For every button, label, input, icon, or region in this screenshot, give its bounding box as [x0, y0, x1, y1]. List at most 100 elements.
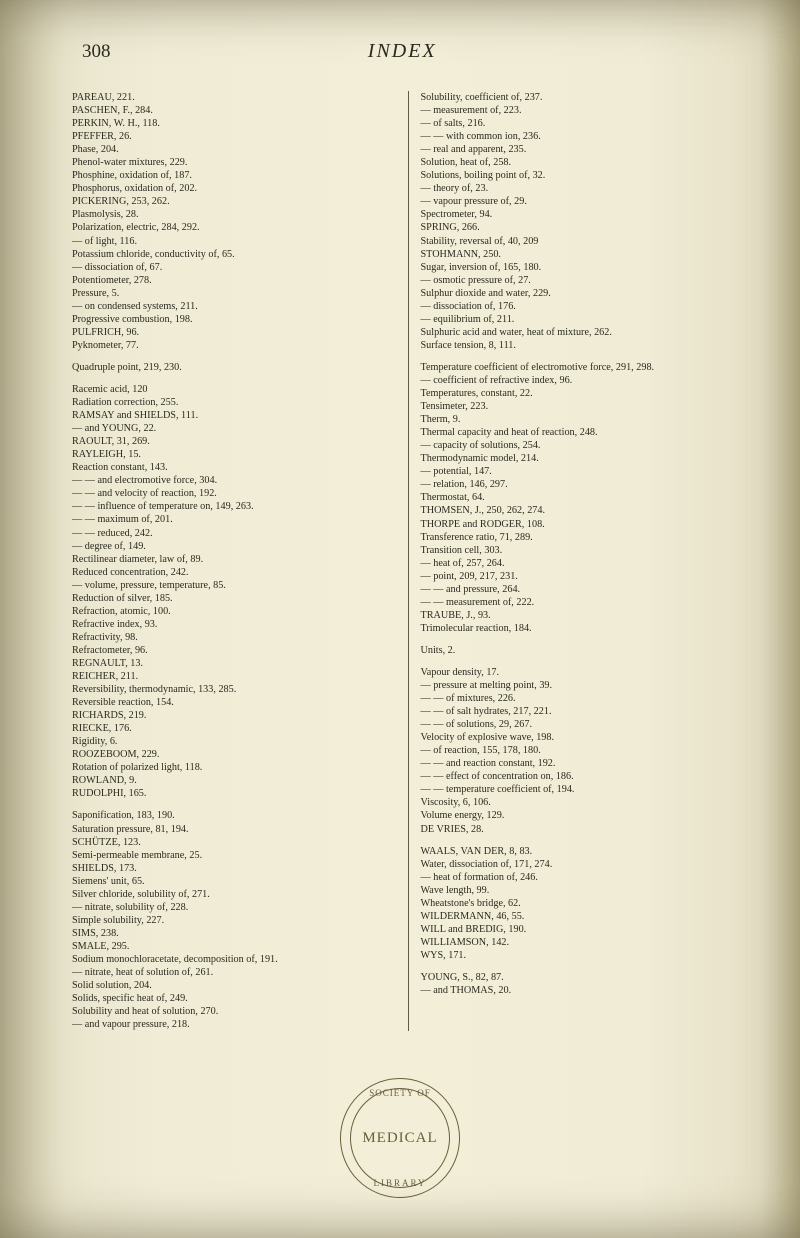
index-entry: Saponification, 183, 190. — [72, 809, 396, 822]
index-entry: REICHER, 211. — [72, 670, 396, 683]
index-entry: — — reduced, 242. — [72, 527, 396, 540]
index-entry: — — and velocity of reaction, 192. — [72, 487, 396, 500]
stamp-outer-ring — [340, 1078, 460, 1198]
index-entry: Tensimeter, 223. — [421, 400, 745, 413]
index-entry: — on condensed systems, 211. — [72, 300, 396, 313]
left-column: PAREAU, 221.PASCHEN, F., 284.PERKIN, W. … — [72, 91, 396, 1031]
index-entry: Solubility, coefficient of, 237. — [421, 91, 745, 104]
right-column: Solubility, coefficient of, 237.— measur… — [421, 91, 745, 1031]
index-entry: — nitrate, solubility of, 228. — [72, 901, 396, 914]
index-entry: Phosphorus, oxidation of, 202. — [72, 182, 396, 195]
index-entry: Reversibility, thermodynamic, 133, 285. — [72, 683, 396, 696]
index-entry: THORPE and RODGER, 108. — [421, 518, 745, 531]
column-divider — [408, 91, 409, 1031]
page-number: 308 — [82, 41, 111, 63]
index-entry: SIMS, 238. — [72, 927, 396, 940]
index-entry: Water, dissociation of, 171, 274. — [421, 858, 745, 871]
entry-gap — [421, 635, 745, 644]
index-entry: RAMSAY and SHIELDS, 111. — [72, 409, 396, 422]
index-entry: — — maximum of, 201. — [72, 513, 396, 526]
index-entry: PICKERING, 253, 262. — [72, 195, 396, 208]
index-entry: Siemens' unit, 65. — [72, 875, 396, 888]
index-entry: Stability, reversal of, 40, 209 — [421, 235, 745, 248]
stamp-inner-ring — [350, 1088, 450, 1188]
index-entry: Spectrometer, 94. — [421, 208, 745, 221]
index-entry: — dissociation of, 67. — [72, 261, 396, 274]
index-entry: Temperature coefficient of electromotive… — [421, 361, 745, 374]
index-entry: TRAUBE, J., 93. — [421, 609, 745, 622]
index-entry: WAALS, VAN DER, 8, 83. — [421, 845, 745, 858]
index-entry: — — and reaction constant, 192. — [421, 757, 745, 770]
index-entry: — point, 209, 217, 231. — [421, 570, 745, 583]
index-entry: Progressive combustion, 198. — [72, 313, 396, 326]
index-entry: DE VRIES, 28. — [421, 823, 745, 836]
index-entry: — and YOUNG, 22. — [72, 422, 396, 435]
index-entry: Quadruple point, 219, 230. — [72, 361, 396, 374]
index-entry: — volume, pressure, temperature, 85. — [72, 579, 396, 592]
index-entry: Pyknometer, 77. — [72, 339, 396, 352]
entry-gap — [72, 374, 396, 383]
entry-gap — [421, 962, 745, 971]
index-entry: — — of mixtures, 226. — [421, 692, 745, 705]
index-entry: Phase, 204. — [72, 143, 396, 156]
index-entry: — potential, 147. — [421, 465, 745, 478]
index-entry: Solid solution, 204. — [72, 979, 396, 992]
index-entry: Surface tension, 8, 111. — [421, 339, 745, 352]
index-entry: Rectilinear diameter, law of, 89. — [72, 553, 396, 566]
index-entry: — dissociation of, 176. — [421, 300, 745, 313]
index-entry: — nitrate, heat of solution of, 261. — [72, 966, 396, 979]
index-entry: Refractive index, 93. — [72, 618, 396, 631]
index-entry: Solutions, boiling point of, 32. — [421, 169, 745, 182]
index-entry: Polarization, electric, 284, 292. — [72, 221, 396, 234]
index-entry: — — influence of temperature on, 149, 26… — [72, 500, 396, 513]
index-entry: Sulphuric acid and water, heat of mixtur… — [421, 326, 745, 339]
index-entry: RIECKE, 176. — [72, 722, 396, 735]
index-entry: — of reaction, 155, 178, 180. — [421, 744, 745, 757]
index-entry: — theory of, 23. — [421, 182, 745, 195]
index-entry: Velocity of explosive wave, 198. — [421, 731, 745, 744]
index-entry: Transference ratio, 71, 289. — [421, 531, 745, 544]
index-entry: Thermal capacity and heat of reaction, 2… — [421, 426, 745, 439]
index-entry: — of salts, 216. — [421, 117, 745, 130]
index-entry: Viscosity, 6, 106. — [421, 796, 745, 809]
index-entry: — — measurement of, 222. — [421, 596, 745, 609]
index-entry: — heat of, 257, 264. — [421, 557, 745, 570]
index-entry: Volume energy, 129. — [421, 809, 745, 822]
index-entry: Temperatures, constant, 22. — [421, 387, 745, 400]
index-entry: — coefficient of refractive index, 96. — [421, 374, 745, 387]
index-entry: PAREAU, 221. — [72, 91, 396, 104]
index-entry: THOMSEN, J., 250, 262, 274. — [421, 504, 745, 517]
index-entry: ROOZEBOOM, 229. — [72, 748, 396, 761]
index-entry: — real and apparent, 235. — [421, 143, 745, 156]
index-entry: Reaction constant, 143. — [72, 461, 396, 474]
index-entry: Plasmolysis, 28. — [72, 208, 396, 221]
index-entry: Racemic acid, 120 — [72, 383, 396, 396]
index-entry: Refractometer, 96. — [72, 644, 396, 657]
index-entry: Thermostat, 64. — [421, 491, 745, 504]
index-entry: Reduced concentration, 242. — [72, 566, 396, 579]
index-entry: RUDOLPHI, 165. — [72, 787, 396, 800]
index-entry: — and THOMAS, 20. — [421, 984, 745, 997]
index-entry: — capacity of solutions, 254. — [421, 439, 745, 452]
index-entry: Transition cell, 303. — [421, 544, 745, 557]
index-entry: — equilibrium of, 211. — [421, 313, 745, 326]
index-columns: PAREAU, 221.PASCHEN, F., 284.PERKIN, W. … — [72, 91, 744, 1031]
index-entry: RICHARDS, 219. — [72, 709, 396, 722]
entry-gap — [421, 352, 745, 361]
index-entry: SPRING, 266. — [421, 221, 745, 234]
index-entry: RAYLEIGH, 15. — [72, 448, 396, 461]
index-entry: — of light, 116. — [72, 235, 396, 248]
page-header: 308 INDEX — [72, 40, 744, 63]
index-entry: Solids, specific heat of, 249. — [72, 992, 396, 1005]
index-entry: Potassium chloride, conductivity of, 65. — [72, 248, 396, 261]
index-entry: — — and pressure, 264. — [421, 583, 745, 596]
index-entry: Pressure, 5. — [72, 287, 396, 300]
index-entry: — measurement of, 223. — [421, 104, 745, 117]
index-entry: Trimolecular reaction, 184. — [421, 622, 745, 635]
index-entry: — — with common ion, 236. — [421, 130, 745, 143]
index-entry: SCHÜTZE, 123. — [72, 836, 396, 849]
index-entry: Sodium monochloracetate, decomposition o… — [72, 953, 396, 966]
index-entry: Solubility and heat of solution, 270. — [72, 1005, 396, 1018]
index-entry: WYS, 171. — [421, 949, 745, 962]
index-entry: Simple solubility, 227. — [72, 914, 396, 927]
